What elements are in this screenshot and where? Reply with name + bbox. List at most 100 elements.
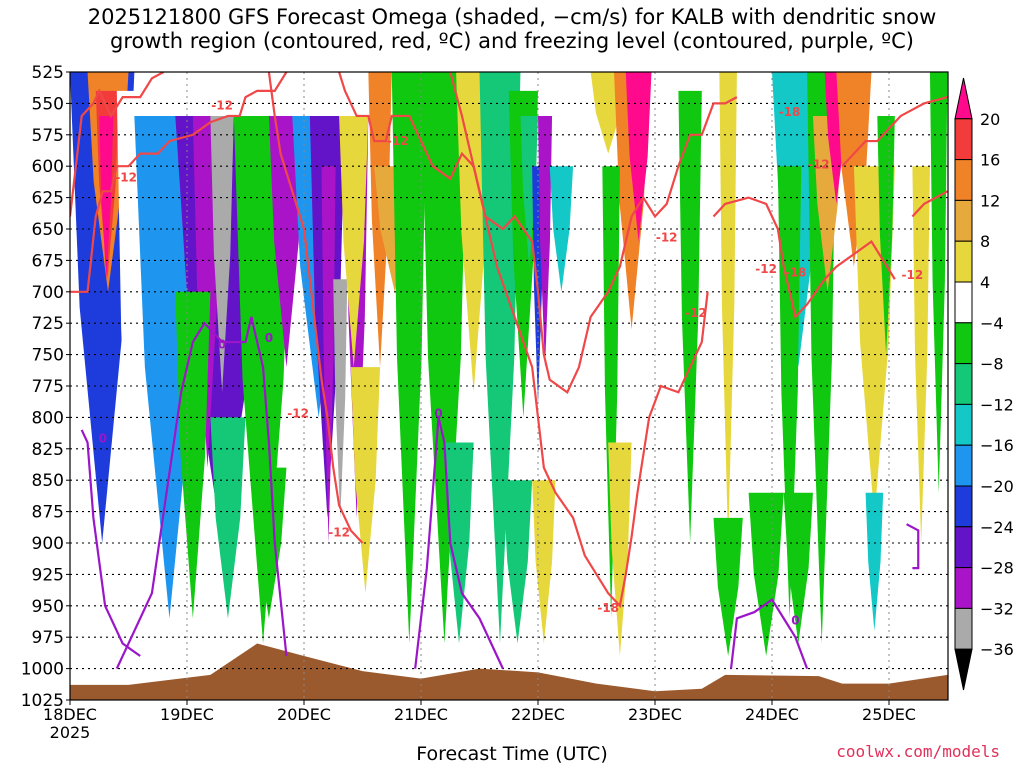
colorbar-cell (954, 648, 973, 691)
omega-cell (608, 442, 632, 657)
y-tick-label: 875 (32, 503, 64, 523)
x-tick-label: 23DEC (628, 705, 682, 724)
freezing-contour-label: 0 (265, 331, 273, 345)
omega-cell (210, 115, 234, 393)
freezing-contour-label: 0 (791, 614, 799, 628)
dgz-contour (911, 190, 948, 218)
y-tick-label: 1025 (21, 691, 64, 711)
omega-cell (549, 166, 574, 292)
credit-text: coolwx.com/models (836, 742, 1000, 761)
colorbar-label: −8 (980, 355, 1004, 374)
y-tick-label: 700 (32, 283, 64, 303)
colorbar-label: −28 (980, 559, 1014, 578)
x-tick-label: 25DEC (862, 705, 916, 724)
terrain-fill (70, 643, 948, 700)
omega-cell (719, 72, 737, 543)
omega-cell (929, 72, 948, 493)
freezing-contour (414, 417, 504, 670)
y-tick-label: 1000 (21, 660, 64, 680)
dgz-contour (338, 72, 738, 394)
omega-cell (602, 166, 620, 619)
dgz-contour-label: -12 (287, 406, 309, 420)
omega-shading (70, 72, 948, 657)
dgz-contour (70, 72, 165, 217)
omega-cell (865, 492, 884, 631)
colorbar-cell (954, 159, 973, 201)
colorbar-label: −24 (980, 518, 1014, 537)
omega-cell (532, 480, 556, 644)
dgz-contour-label: -18 (779, 105, 801, 119)
omega-cell (421, 72, 468, 644)
dgz-contour-label: -12 (387, 134, 409, 148)
colorbar-label: −20 (980, 477, 1014, 496)
dgz-contour-label: -18 (597, 601, 619, 615)
freezing-contour (729, 597, 809, 669)
colorbar-cell (954, 199, 973, 242)
colorbar-cell (954, 485, 973, 528)
colorbar-cell (954, 322, 973, 365)
freezing-contour-label: 0 (99, 432, 107, 446)
colorbar-label: 12 (980, 191, 1000, 210)
colorbar: 20 16 12 8 4 −4 −8 −12 −16 −20 −24 −28 −32 −36 (954, 77, 1014, 691)
y-tick-label: 625 (32, 189, 64, 209)
colorbar-label: −16 (980, 436, 1014, 455)
dgz-contour-label: -18 (785, 266, 807, 280)
dgz-contour (712, 196, 896, 320)
x-axis-ticks: 18DEC 19DEC 20DEC 21DEC 22DEC 23DEC 24DEC 25DEC… (43, 700, 916, 742)
colorbar-cell (954, 526, 973, 569)
y-tick-label: 900 (32, 534, 64, 554)
y-tick-label: 725 (32, 314, 64, 334)
omega-cell (678, 90, 702, 543)
omega-cell (479, 72, 521, 644)
dgz-contour-label: -12 (211, 99, 233, 113)
colorbar-label: −4 (980, 314, 1004, 333)
omega-cell (502, 480, 533, 644)
dgz-contour (70, 72, 288, 293)
x-tick-label: 21DEC (394, 705, 448, 724)
colorbar-cell (954, 77, 973, 120)
omega-cell (783, 492, 813, 644)
y-tick-label: 525 (32, 63, 64, 83)
x-tick-label: 18DEC (43, 705, 97, 724)
colorbar-label: −36 (980, 640, 1014, 659)
x-tick-label: 19DEC (160, 705, 214, 724)
omega-cell (777, 166, 802, 619)
colorbar-cell (954, 118, 973, 161)
freezing-contour-label: 0 (218, 337, 226, 351)
dgz-contour-label: -12 (656, 231, 678, 245)
colorbar-label: 8 (980, 232, 990, 251)
chart-title-line-1: 2025121800 GFS Forecast Omega (shaded, −… (87, 5, 937, 29)
y-tick-label: 650 (32, 220, 64, 240)
year-label: 2025 (50, 723, 91, 742)
omega-cell (538, 115, 553, 368)
dgz-contour-label: -12 (685, 306, 707, 320)
omega-cell (210, 417, 246, 619)
dgz-contour-label: -12 (902, 268, 924, 282)
colorbar-cell (954, 444, 973, 487)
omega-cell (836, 72, 872, 267)
omega-cell (877, 115, 895, 355)
omega-cell (175, 291, 211, 619)
dgz-contour (267, 72, 364, 544)
freezing-contour (115, 316, 288, 670)
colorbar-label: 4 (980, 273, 990, 292)
dgz-contour-label: -12 (115, 170, 137, 184)
colorbar-label: −12 (980, 395, 1014, 414)
omega-cell (339, 115, 369, 368)
freezing-contour (906, 523, 920, 570)
omega-cell (625, 72, 652, 242)
y-tick-label: 750 (32, 346, 64, 366)
omega-cell (912, 166, 930, 543)
y-tick-label: 600 (32, 157, 64, 177)
colorbar-cell (954, 281, 973, 324)
y-tick-label: 575 (32, 126, 64, 146)
omega-cell (444, 442, 474, 644)
x-tick-label: 22DEC (511, 705, 565, 724)
freezing-contour-label: 0 (434, 406, 442, 420)
y-tick-label: 975 (32, 628, 64, 648)
dgz-contour (449, 72, 709, 609)
dgz-contour-label: -12 (328, 526, 350, 540)
x-axis-label: Forecast Time (UTC) (416, 743, 608, 765)
omega-cell (268, 115, 304, 368)
